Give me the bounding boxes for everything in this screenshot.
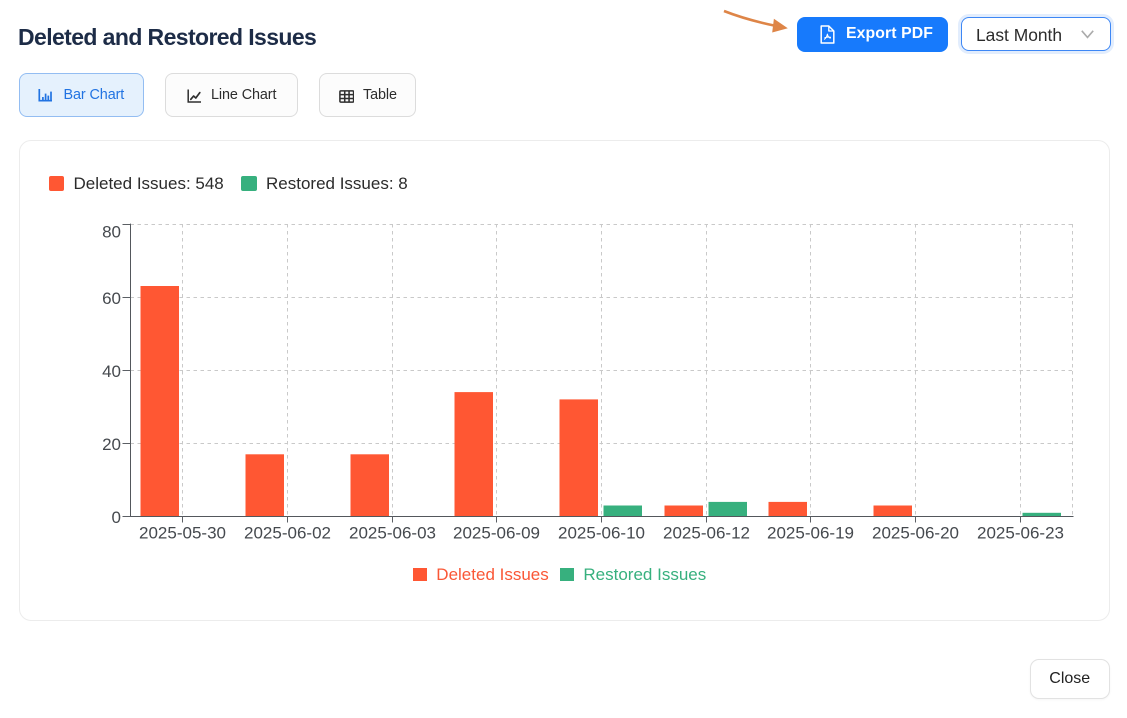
svg-text:80: 80 — [102, 222, 121, 241]
svg-text:2025-06-10: 2025-06-10 — [558, 524, 645, 543]
svg-text:2025-06-03: 2025-06-03 — [349, 524, 436, 543]
svg-text:60: 60 — [102, 289, 121, 308]
svg-text:2025-06-23: 2025-06-23 — [977, 524, 1064, 543]
svg-text:2025-06-12: 2025-06-12 — [663, 524, 750, 543]
svg-text:20: 20 — [102, 435, 121, 454]
svg-text:2025-06-20: 2025-06-20 — [872, 524, 959, 543]
svg-text:2025-06-09: 2025-06-09 — [453, 524, 540, 543]
svg-text:0: 0 — [112, 508, 121, 527]
svg-text:2025-06-02: 2025-06-02 — [244, 524, 331, 543]
svg-text:40: 40 — [102, 362, 121, 381]
svg-text:2025-05-30: 2025-05-30 — [139, 524, 226, 543]
svg-text:2025-06-19: 2025-06-19 — [767, 524, 854, 543]
